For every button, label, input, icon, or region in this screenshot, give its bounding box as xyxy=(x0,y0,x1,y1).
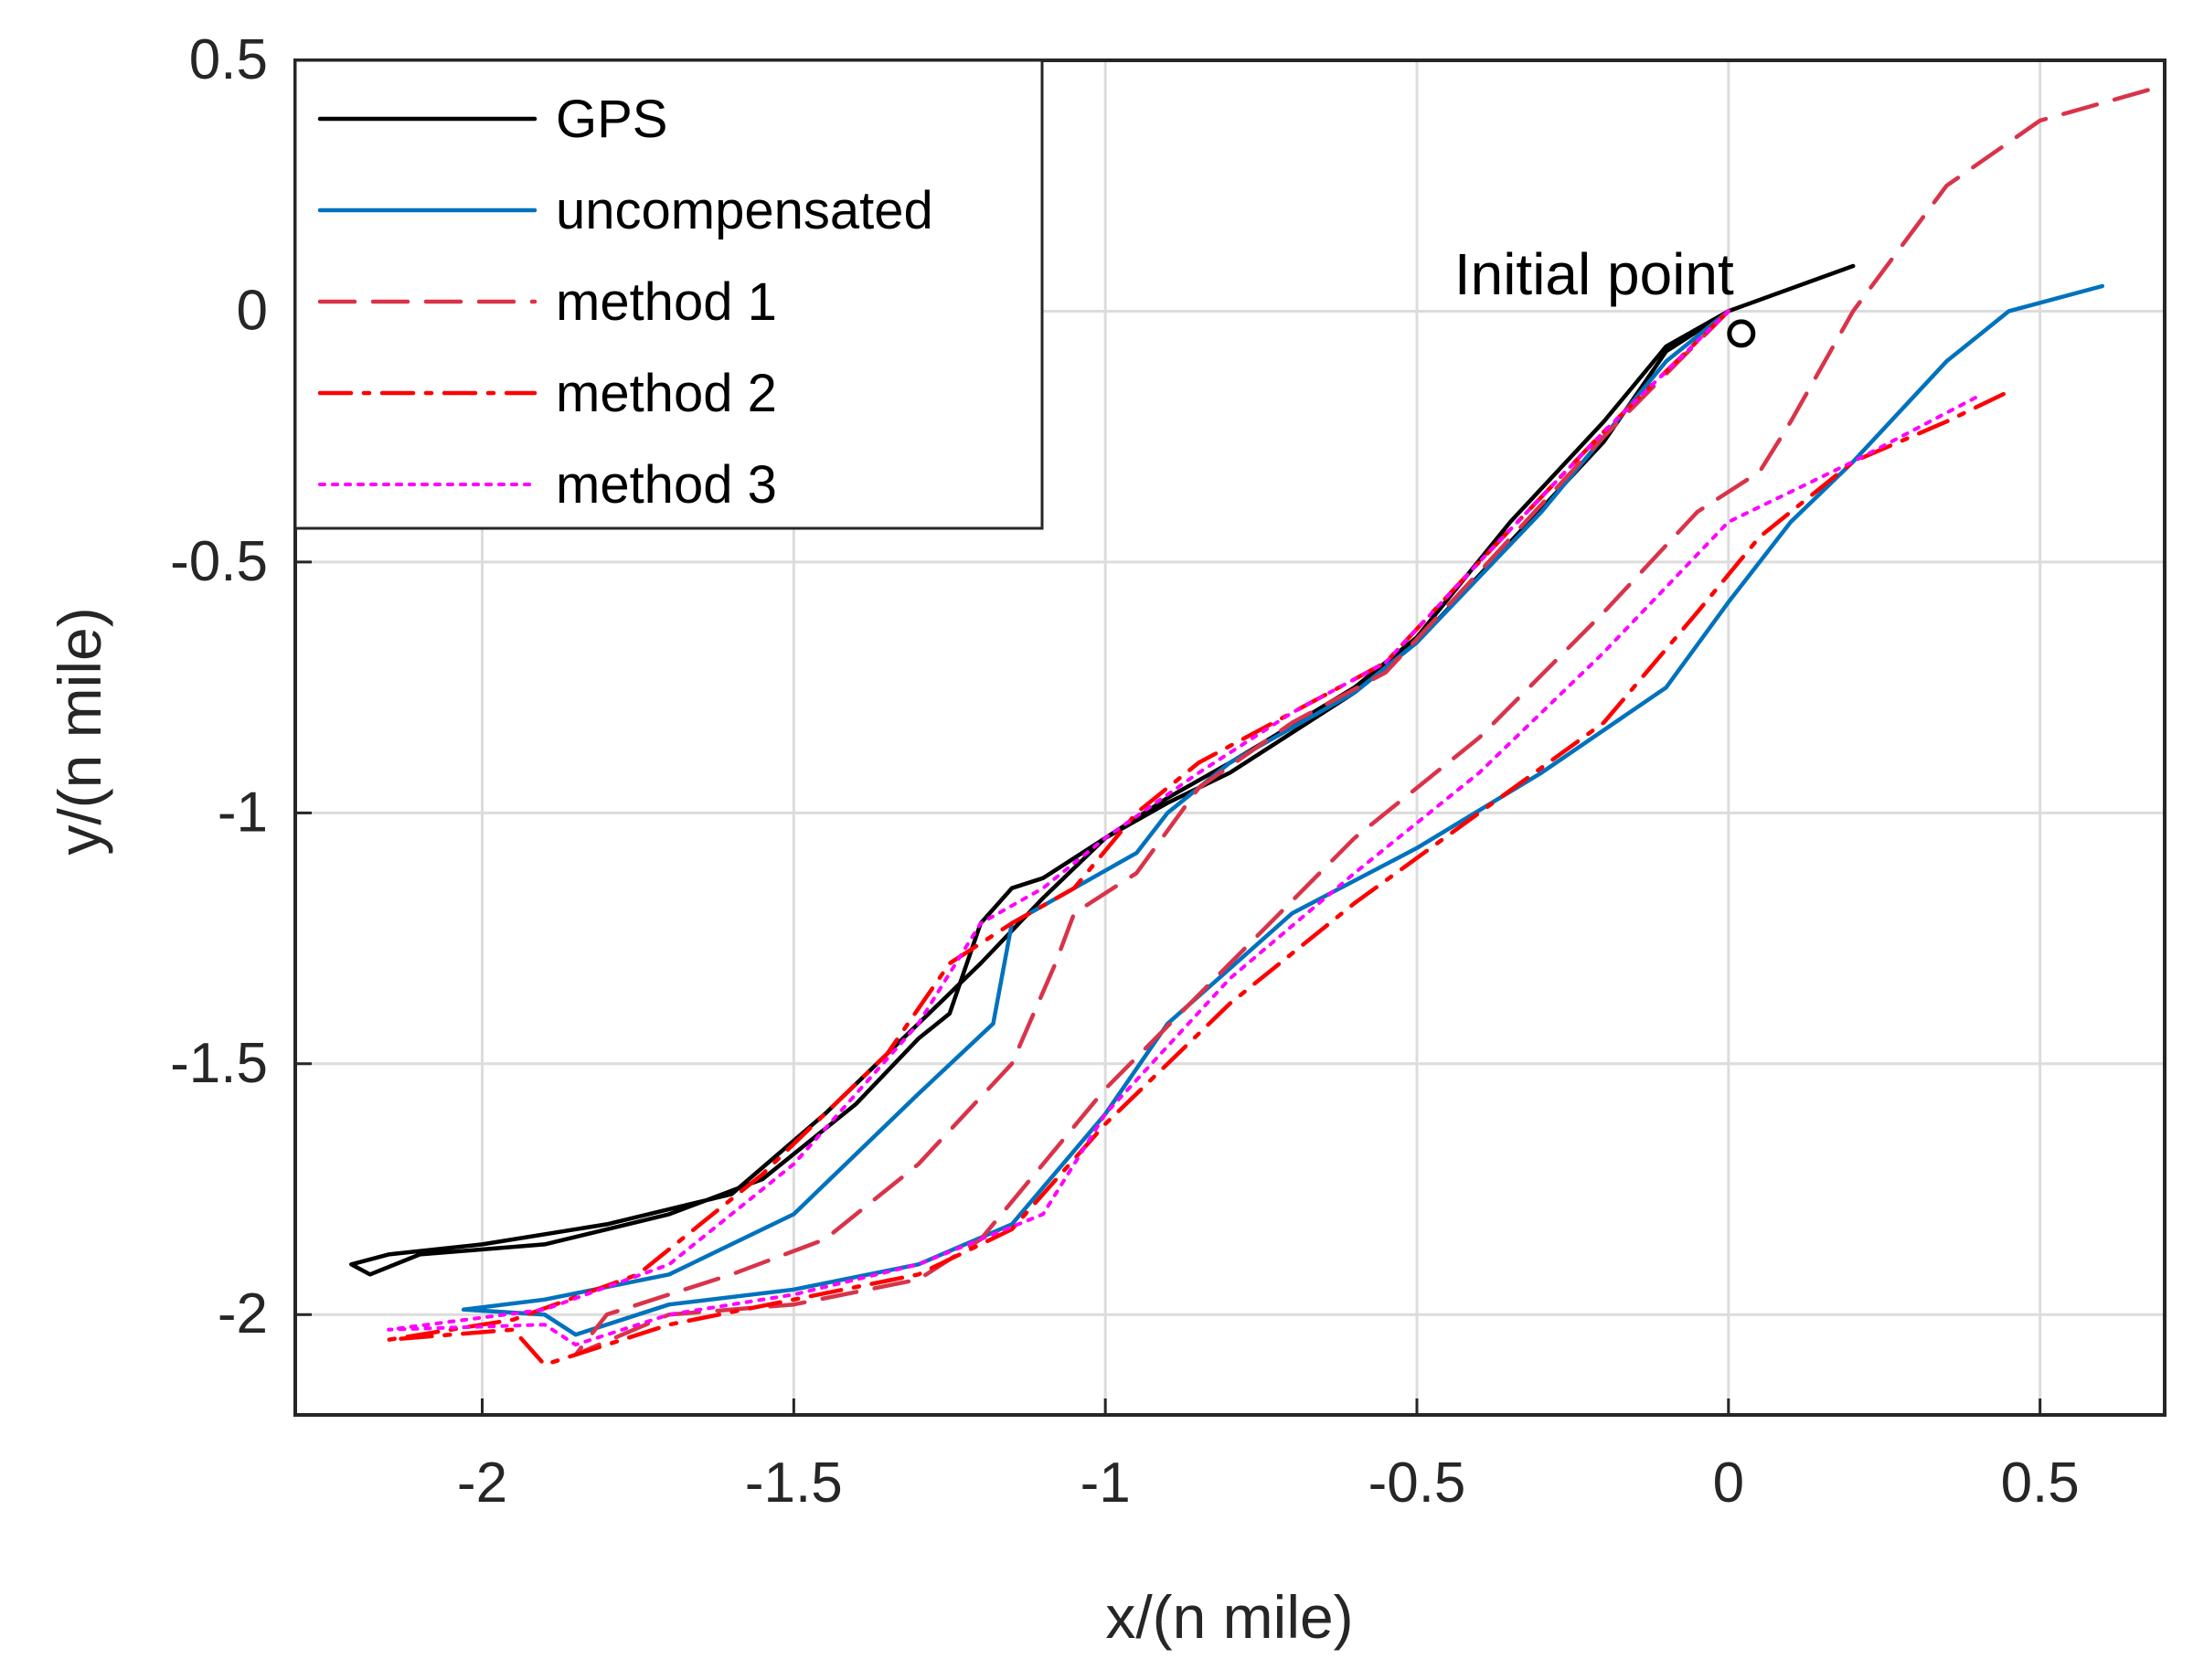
x-tick-label: -2 xyxy=(457,1451,507,1515)
initial-point-annotation: Initial point xyxy=(1454,241,1756,348)
y-tick-label: -1.5 xyxy=(170,1032,268,1095)
legend-label: GPS xyxy=(556,90,668,149)
y-tick-label: 0.5 xyxy=(189,28,268,91)
x-tick-label: 0 xyxy=(1713,1451,1744,1515)
y-tick-label: -2 xyxy=(218,1282,268,1345)
plot-frame xyxy=(293,58,2166,1417)
initial-point-label: Initial point xyxy=(1454,241,1734,307)
legend: GPS uncompensated method 1 method 2 method 3 xyxy=(293,58,1044,530)
x-tick-label: -1 xyxy=(1081,1451,1131,1515)
x-tick-label: -1.5 xyxy=(745,1451,843,1515)
y-tick-label: -0.5 xyxy=(170,530,268,593)
x-tick-label: -0.5 xyxy=(1368,1451,1466,1515)
legend-label: method 3 xyxy=(556,455,777,515)
series-layer xyxy=(349,83,2165,1367)
y-tick-label: 0 xyxy=(237,279,268,342)
y-axis-label: y/(n mile) xyxy=(46,607,113,855)
y-tick-label: -1 xyxy=(218,781,268,844)
x-axis-label: x/(n mile) xyxy=(1105,1583,1353,1651)
series-line-method-3 xyxy=(387,309,1980,1347)
series-line-method-2 xyxy=(386,309,2011,1367)
series-line-uncompensated xyxy=(461,283,2105,1337)
legend-label: uncompensated xyxy=(556,181,933,240)
ticks: -2 -1.5 -1 -0.5 0 0.5 0.5 0 -0.5 -1 -1.5 -2 xyxy=(170,28,2080,1515)
legend-box xyxy=(293,58,1044,530)
legend-label: method 1 xyxy=(556,272,777,332)
legend-label: method 2 xyxy=(556,364,777,423)
x-tick-label: 0.5 xyxy=(2001,1451,2080,1515)
initial-point-marker xyxy=(1727,319,1756,348)
